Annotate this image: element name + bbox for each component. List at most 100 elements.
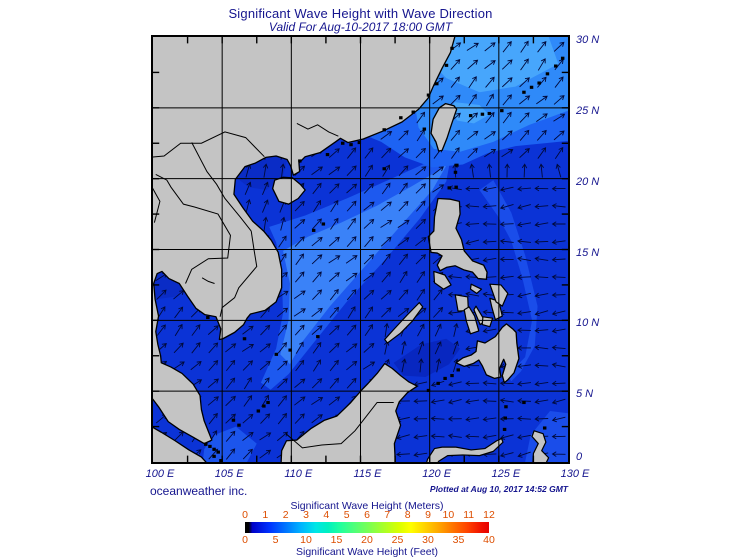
wave-arrow xyxy=(243,432,254,440)
wave-arrow xyxy=(192,343,200,353)
wave-arrow xyxy=(175,307,183,318)
wave-arrow xyxy=(313,272,322,282)
feet-tick-0: 0 xyxy=(242,534,248,546)
wave-arrow xyxy=(556,164,561,177)
wave-arrow xyxy=(535,311,548,316)
land-halmahera xyxy=(532,431,549,462)
wave-arrow xyxy=(280,164,285,177)
wave-arrow xyxy=(329,256,340,263)
island-speck xyxy=(454,185,458,189)
island-speck xyxy=(382,167,386,171)
wave-arrow xyxy=(449,275,462,280)
land-mainland-asia xyxy=(153,37,456,444)
lat-label-10: 10 N xyxy=(576,317,600,330)
wave-arrow xyxy=(313,201,320,212)
land-mindoro xyxy=(434,271,451,289)
wave-arrow xyxy=(502,131,512,140)
wave-arrow xyxy=(331,201,338,212)
wave-arrow xyxy=(263,217,267,230)
wave-arrow xyxy=(414,399,427,404)
wave-arrow xyxy=(449,399,462,404)
wave-arrow xyxy=(417,272,424,283)
wave-arrow xyxy=(501,381,514,386)
wave-arrow xyxy=(263,164,268,177)
wave-arrow xyxy=(296,254,304,265)
wave-arrow xyxy=(418,342,423,355)
island-speck xyxy=(444,63,449,67)
wave-arrow xyxy=(381,202,391,211)
wave-arrow xyxy=(329,326,339,335)
island-speck xyxy=(288,348,292,352)
island-speck xyxy=(208,444,212,448)
wave-arrow xyxy=(347,325,356,335)
wave-arrow xyxy=(501,222,514,227)
island-speck xyxy=(231,418,236,422)
wave-arrow xyxy=(535,382,548,387)
island-speck xyxy=(216,450,220,454)
border-vietnam-laos xyxy=(192,143,251,232)
wave-arrow xyxy=(347,378,356,388)
wave-arrow xyxy=(466,399,479,404)
wave-arrow xyxy=(278,396,286,406)
wave-arrow xyxy=(225,344,235,352)
wave-arrow xyxy=(402,359,406,372)
wave-arrow xyxy=(312,415,323,423)
wave-arrow xyxy=(398,308,409,316)
wave-arrow xyxy=(416,167,426,175)
wave-arrow xyxy=(346,273,357,281)
oceanweather-credit: oceanweather inc. xyxy=(150,484,248,498)
wave-arrow xyxy=(417,289,424,300)
wave-arrow xyxy=(417,112,425,123)
lon-label-105: 105 E xyxy=(214,468,244,480)
wave-arrow xyxy=(329,343,339,352)
wave-arrow xyxy=(535,275,548,280)
island-speck xyxy=(522,90,526,94)
wave-arrow xyxy=(502,78,512,87)
wave-arrow xyxy=(278,414,286,424)
wave-arrow xyxy=(449,311,462,316)
wave-arrow xyxy=(501,275,514,280)
wave-arrow xyxy=(295,237,304,247)
wave-arrow xyxy=(553,345,566,350)
wave-arrow xyxy=(466,434,479,439)
wave-arrow xyxy=(467,43,478,50)
wave-arrow xyxy=(521,41,528,52)
island-speck xyxy=(325,153,330,157)
wave-arrow xyxy=(466,204,479,209)
lat-label-15: 15 N xyxy=(576,246,600,259)
island-speck xyxy=(554,64,558,68)
island-speck xyxy=(266,400,270,405)
wave-arrow xyxy=(382,254,390,265)
wave-arrow xyxy=(484,132,495,140)
wave-arrow xyxy=(501,453,514,458)
wave-arrow xyxy=(522,164,527,177)
wave-arrow xyxy=(433,96,444,104)
wave-arrow xyxy=(466,381,479,386)
wave-arrow xyxy=(296,360,304,370)
wave-arrow xyxy=(518,186,531,191)
wave-arrow xyxy=(449,382,462,387)
wave-arrow xyxy=(435,342,441,354)
island-speck xyxy=(545,72,550,76)
wave-arrow xyxy=(209,343,218,353)
lon-label-120: 120 E xyxy=(422,468,452,480)
wave-band-karimata-lighter xyxy=(202,426,257,462)
wave-arrow xyxy=(535,417,548,422)
wave-arrow xyxy=(260,414,269,424)
land-palawan xyxy=(385,303,423,343)
island-speck xyxy=(311,228,316,232)
wave-arrow xyxy=(347,148,355,158)
wave-arrow xyxy=(277,308,287,317)
wave-arrow xyxy=(502,60,512,69)
island-speck xyxy=(262,404,266,408)
wave-arrow xyxy=(397,452,410,457)
feet-tick-35: 35 xyxy=(452,534,465,546)
wave-arrow xyxy=(364,290,374,299)
wave-arrow xyxy=(520,130,529,140)
wave-arrow xyxy=(278,379,288,388)
meters-tick-1: 1 xyxy=(262,509,269,521)
wave-arrow xyxy=(295,414,304,424)
wave-arrow xyxy=(451,130,460,140)
feet-tick-15: 15 xyxy=(330,534,343,546)
wave-arrow xyxy=(294,291,305,299)
